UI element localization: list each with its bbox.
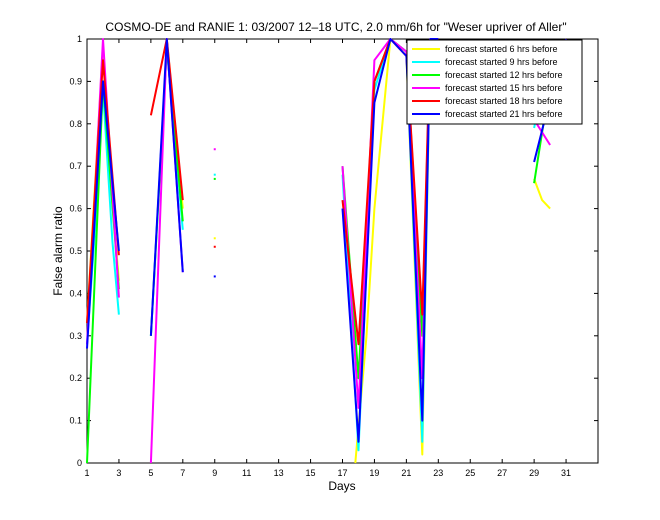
y-tick-label: 0.3	[69, 331, 82, 341]
y-tick-label: 1	[77, 34, 82, 44]
y-tick-label: 0.8	[69, 119, 82, 129]
y-axis-label: False alarm ratio	[51, 206, 65, 296]
x-tick-label: 9	[212, 468, 217, 478]
legend: forecast started 6 hrs before forecast st…	[406, 39, 583, 125]
x-tick-label: 13	[274, 468, 284, 478]
legend-entry-label: forecast started 15 hrs before	[445, 83, 563, 93]
legend-entry-label: forecast started 12 hrs before	[445, 70, 563, 80]
y-tick-label: 0.2	[69, 373, 82, 383]
x-tick-label: 25	[465, 468, 475, 478]
series-point	[213, 177, 216, 180]
y-tick-label: 0.6	[69, 204, 82, 214]
series-line	[149, 38, 184, 336]
axis-ticks: 1 3 5 7 9 11 13 15 17 19 21 23 25 27 29 3100.10.20.30.4…	[69, 34, 598, 478]
x-tick-label: 5	[148, 468, 153, 478]
legend-entry-label: forecast started 18 hrs before	[445, 96, 563, 106]
y-tick-label: 0.4	[69, 288, 82, 298]
series-point	[213, 237, 216, 240]
x-tick-label: 19	[369, 468, 379, 478]
legend-box	[406, 39, 583, 125]
x-tick-label: 1	[84, 468, 89, 478]
y-tick-label: 0.1	[69, 416, 82, 426]
legend-entry-label: forecast started 21 hrs before	[445, 109, 563, 119]
y-tick-label: 0.5	[69, 246, 82, 256]
series-line	[533, 178, 551, 210]
x-tick-label: 29	[529, 468, 539, 478]
y-tick-label: 0.7	[69, 161, 82, 171]
x-tick-label: 11	[242, 468, 251, 478]
series-point	[213, 148, 216, 151]
y-tick-label: 0	[77, 458, 82, 468]
chart-title: COSMO-DE and RANIE 1: 03/2007 12–18 UTC,…	[105, 20, 566, 34]
series-line	[86, 80, 120, 349]
y-tick-label: 0.9	[69, 76, 82, 86]
x-tick-label: 3	[116, 468, 121, 478]
legend-entry-label: forecast started 9 hrs before	[445, 57, 558, 67]
x-tick-label: 15	[306, 468, 316, 478]
legend-entry-label: forecast started 6 hrs before	[445, 44, 558, 54]
x-tick-label: 23	[433, 468, 443, 478]
x-tick-label: 27	[497, 468, 507, 478]
series-point	[213, 173, 216, 176]
x-tick-label: 17	[337, 468, 347, 478]
x-axis-label: Days	[328, 479, 355, 493]
x-tick-label: 21	[401, 468, 411, 478]
series-point	[213, 275, 216, 278]
series-point	[213, 245, 216, 248]
x-tick-label: 31	[561, 468, 571, 478]
x-tick-label: 7	[180, 468, 185, 478]
